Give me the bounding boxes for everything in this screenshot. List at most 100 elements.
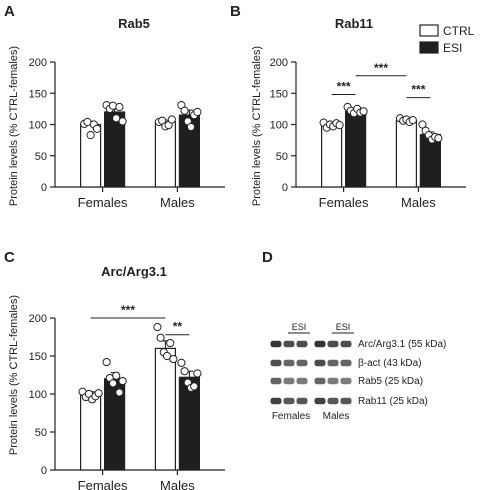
data-point bbox=[112, 371, 121, 380]
data-point bbox=[408, 116, 417, 125]
bar-ctrl bbox=[321, 123, 343, 188]
y-tick-label: 50 bbox=[35, 427, 47, 439]
x-tick-label: Males bbox=[160, 195, 195, 210]
x-tick-label: Females bbox=[319, 195, 369, 210]
blot-band bbox=[327, 377, 339, 385]
panel-letter-a: A bbox=[4, 3, 15, 20]
significance-label: *** bbox=[121, 303, 135, 317]
data-point bbox=[153, 323, 162, 332]
blot-band bbox=[327, 340, 339, 348]
significance-label: *** bbox=[374, 61, 388, 75]
bar-ctrl bbox=[79, 393, 102, 471]
blot-band bbox=[283, 340, 295, 348]
data-point bbox=[180, 367, 189, 376]
blot-band bbox=[283, 397, 295, 405]
western-blot: ESI ESI Arc/Arg3.1 (55 kDa) β-act (43 kD… bbox=[270, 322, 446, 422]
blot-group-label-females: Females bbox=[272, 411, 310, 422]
blot-band bbox=[270, 340, 282, 348]
y-tick-label: 0 bbox=[41, 465, 47, 477]
data-point bbox=[169, 354, 178, 364]
legend-swatch-ctrl bbox=[419, 24, 439, 37]
legend-swatch-esi bbox=[419, 41, 439, 54]
blot-band bbox=[327, 359, 339, 367]
data-point bbox=[434, 134, 443, 143]
blot-protein-label: Rab11 (25 kDa) bbox=[358, 396, 428, 407]
y-tick-label: 50 bbox=[276, 151, 288, 163]
blot-protein-label: Arc/Arg3.1 (55 kDa) bbox=[358, 339, 446, 350]
y-tick-label: 0 bbox=[282, 182, 288, 194]
significance-label: ** bbox=[173, 320, 183, 334]
data-point bbox=[115, 388, 124, 397]
panel-letter-d: D bbox=[262, 249, 273, 266]
x-tick-label: Females bbox=[78, 478, 128, 490]
data-point bbox=[94, 389, 103, 398]
bar-esi bbox=[345, 110, 367, 188]
blot-group-label-males: Males bbox=[323, 411, 350, 422]
data-point bbox=[180, 106, 189, 115]
blot-protein-label: Rab5 (25 kDa) bbox=[358, 376, 423, 387]
y-tick-label: 100 bbox=[29, 120, 47, 132]
data-point bbox=[186, 122, 196, 132]
bar-ctrl bbox=[395, 120, 417, 188]
chart-a-title: Rab5 bbox=[118, 16, 150, 31]
x-tick-label: Males bbox=[160, 478, 195, 490]
data-point bbox=[86, 131, 95, 140]
blot-band bbox=[314, 340, 326, 348]
y-tick-label: 200 bbox=[29, 313, 47, 325]
chart-c-ylabel: Protein levels (% CTRL-females) bbox=[8, 295, 20, 455]
blot-band bbox=[283, 377, 295, 385]
x-tick-label: Males bbox=[401, 195, 436, 210]
blot-bands bbox=[270, 340, 352, 405]
blot-band bbox=[296, 377, 308, 385]
blot-band bbox=[340, 359, 352, 367]
y-tick-label: 150 bbox=[29, 88, 47, 100]
blot-band bbox=[314, 377, 326, 385]
blot-band bbox=[340, 340, 352, 348]
y-tick-label: 150 bbox=[270, 88, 288, 100]
y-tick-label: 100 bbox=[29, 389, 47, 401]
data-point bbox=[112, 114, 121, 123]
data-point bbox=[177, 358, 186, 367]
y-tick-label: 200 bbox=[270, 57, 288, 69]
blot-band bbox=[296, 340, 308, 348]
data-point bbox=[166, 338, 175, 348]
legend: CTRL ESI bbox=[419, 24, 475, 55]
blot-band bbox=[270, 377, 282, 385]
y-tick-label: 150 bbox=[29, 351, 47, 363]
y-tick-label: 0 bbox=[41, 182, 47, 194]
data-point bbox=[118, 117, 127, 126]
chart-c-title: Arc/Arg3.1 bbox=[101, 264, 167, 279]
data-point bbox=[193, 107, 202, 117]
blot-band bbox=[283, 359, 295, 367]
data-point bbox=[92, 124, 102, 133]
blot-band bbox=[327, 397, 339, 405]
bar-ctrl bbox=[154, 121, 176, 188]
y-tick-label: 100 bbox=[270, 120, 288, 132]
significance-label: *** bbox=[411, 83, 425, 97]
data-point bbox=[102, 357, 111, 367]
data-point bbox=[359, 107, 368, 116]
data-point bbox=[118, 376, 127, 386]
blot-band bbox=[296, 359, 308, 367]
data-point bbox=[335, 121, 344, 130]
blot-esi-label-females: ESI bbox=[292, 322, 307, 332]
data-point bbox=[418, 120, 427, 129]
blot-band bbox=[314, 397, 326, 405]
data-point bbox=[193, 369, 202, 378]
panel-letter-b: B bbox=[230, 3, 241, 20]
blot-band bbox=[340, 397, 352, 405]
chart-a-ylabel: Protein levels (% CTRL-females) bbox=[8, 46, 20, 206]
blot-band bbox=[270, 397, 282, 405]
y-tick-label: 50 bbox=[35, 151, 47, 163]
chart-rab5: 0 50 100 150 200 Females Males bbox=[29, 57, 225, 210]
significance-label: *** bbox=[337, 80, 351, 94]
chart-b-ylabel: Protein levels (% CTRL-females) bbox=[251, 46, 263, 206]
blot-band bbox=[296, 397, 308, 405]
data-point bbox=[190, 382, 199, 391]
blot-protein-label: β-act (43 kDa) bbox=[358, 358, 422, 369]
x-tick-label: Females bbox=[78, 195, 128, 210]
blot-band bbox=[314, 359, 326, 367]
bar-ctrl bbox=[154, 347, 176, 471]
